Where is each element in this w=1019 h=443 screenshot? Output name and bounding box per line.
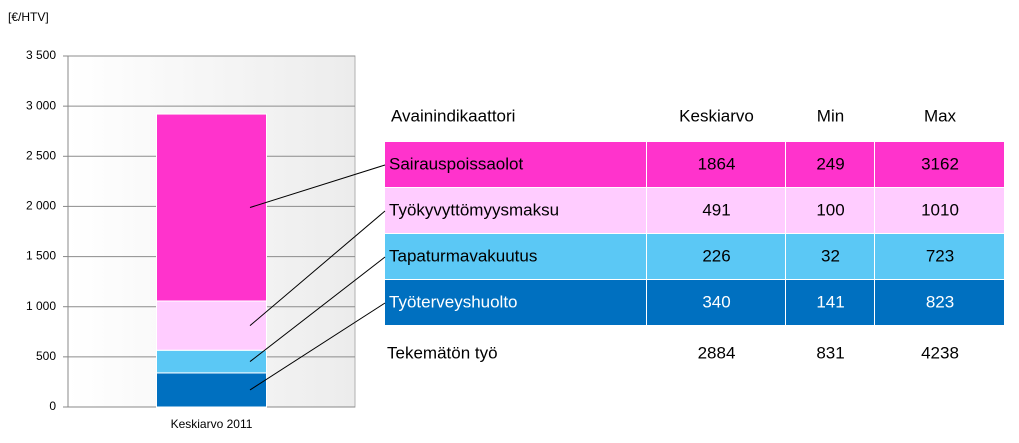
y-tick-label: 3 000 bbox=[26, 98, 56, 112]
table-cell bbox=[875, 280, 1004, 325]
table-cell bbox=[647, 234, 785, 279]
bar-segment bbox=[156, 372, 267, 408]
y-tick-label: 1 500 bbox=[26, 249, 56, 263]
x-tick-label: Keskiarvo 2011 bbox=[171, 417, 253, 431]
table-cell bbox=[647, 142, 785, 187]
y-tick-label: 1 000 bbox=[26, 299, 56, 313]
table-cell bbox=[385, 188, 646, 233]
table-value: 32 bbox=[821, 246, 840, 265]
table-cell bbox=[647, 188, 785, 233]
y-axis-title: [€/HTV] bbox=[8, 10, 49, 24]
table-value: 340 bbox=[702, 292, 730, 311]
table-value: 141 bbox=[816, 292, 844, 311]
table-header: Avainindikaattori bbox=[391, 106, 515, 125]
y-tick-label: 2 000 bbox=[26, 199, 56, 213]
total-value: 2884 bbox=[698, 343, 736, 362]
table-value: 723 bbox=[926, 246, 954, 265]
table-value: 1010 bbox=[921, 200, 959, 219]
row-label: Työkyvyttömyysmaksu bbox=[389, 200, 559, 219]
row-label: Työterveyshuolto bbox=[389, 292, 518, 311]
bar-segment bbox=[156, 113, 267, 302]
bar-segment bbox=[156, 300, 267, 351]
table-header: Min bbox=[817, 106, 844, 125]
table-value: 1864 bbox=[698, 154, 736, 173]
table-header: Max bbox=[924, 106, 957, 125]
leader-line bbox=[249, 210, 386, 326]
total-value: 4238 bbox=[921, 343, 959, 362]
table-value: 491 bbox=[702, 200, 730, 219]
table-cell bbox=[875, 142, 1004, 187]
table-cell bbox=[786, 280, 874, 325]
total-label: Tekemätön työ bbox=[387, 343, 498, 362]
table-cell bbox=[786, 234, 874, 279]
table-cell bbox=[786, 188, 874, 233]
table-cell bbox=[385, 142, 646, 187]
table-value: 249 bbox=[816, 154, 844, 173]
table-value: 100 bbox=[816, 200, 844, 219]
y-tick-label: 2 500 bbox=[26, 148, 56, 162]
row-label: Sairauspoissaolot bbox=[389, 154, 523, 173]
row-label: Tapaturmavakuutus bbox=[389, 246, 537, 265]
table-cell bbox=[875, 234, 1004, 279]
y-tick-label: 0 bbox=[49, 399, 56, 413]
table-value: 226 bbox=[702, 246, 730, 265]
table-cell bbox=[647, 280, 785, 325]
table-cell bbox=[385, 234, 646, 279]
total-value: 831 bbox=[816, 343, 844, 362]
table-value: 823 bbox=[926, 292, 954, 311]
table-cell bbox=[786, 142, 874, 187]
table-header: Keskiarvo bbox=[679, 106, 754, 125]
y-tick-label: 3 500 bbox=[26, 48, 56, 62]
y-tick-label: 500 bbox=[36, 349, 56, 363]
leader-line bbox=[249, 164, 386, 209]
leader-line bbox=[249, 256, 386, 362]
table-cell bbox=[875, 188, 1004, 233]
table-cell bbox=[385, 280, 646, 325]
table-value: 3162 bbox=[921, 154, 959, 173]
leader-line bbox=[249, 302, 386, 391]
